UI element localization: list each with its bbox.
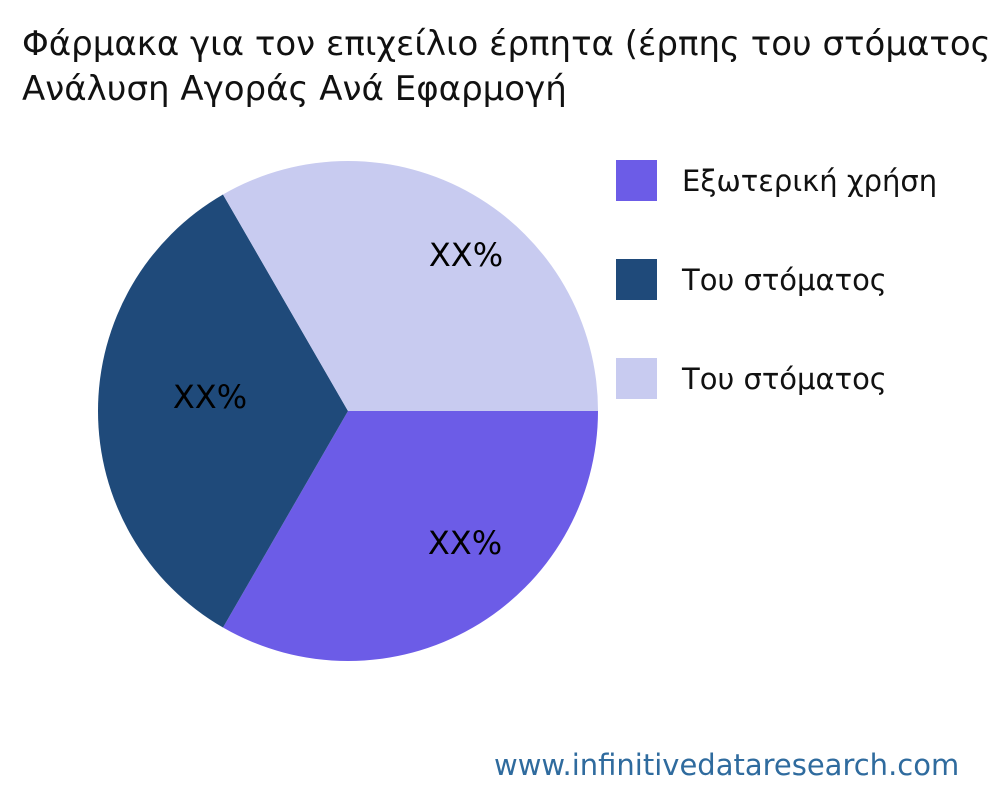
pie-slice-0 bbox=[223, 411, 598, 662]
legend-swatch-oral-1 bbox=[616, 259, 657, 300]
pie-slice-1 bbox=[97, 194, 348, 628]
pie-slice-label-2: XX% bbox=[429, 236, 503, 274]
legend-swatch-external-use bbox=[616, 160, 657, 201]
legend-swatch-oral-2 bbox=[616, 358, 657, 399]
chart-title-line1: Φάρμακα για τον επιχείλιο έρπητα (έρπης … bbox=[22, 24, 991, 64]
chart-title-line2: Ανάλυση Αγοράς Ανά Εφαρμογή bbox=[22, 69, 567, 109]
chart-title: Φάρμακα για τον επιχείλιο έρπητα (έρπης … bbox=[22, 22, 991, 112]
legend-label: Εξωτερική χρήση bbox=[682, 163, 938, 198]
pie-slice-label-1: XX% bbox=[173, 378, 247, 416]
legend-label: Του στόματος bbox=[682, 361, 887, 396]
watermark: www.infinitivedataresearch.com bbox=[494, 748, 960, 782]
legend-label: Του στόματος bbox=[682, 262, 887, 297]
legend-item-external-use: Εξωτερική χρήση bbox=[616, 160, 937, 201]
pie-slice-label-0: XX% bbox=[428, 524, 502, 562]
pie-slice-2 bbox=[223, 160, 598, 411]
legend: Εξωτερική χρήση Του στόματος Του στόματο… bbox=[616, 160, 937, 399]
legend-item-oral-2: Του στόματος bbox=[616, 358, 937, 399]
legend-item-oral-1: Του στόματος bbox=[616, 259, 937, 300]
